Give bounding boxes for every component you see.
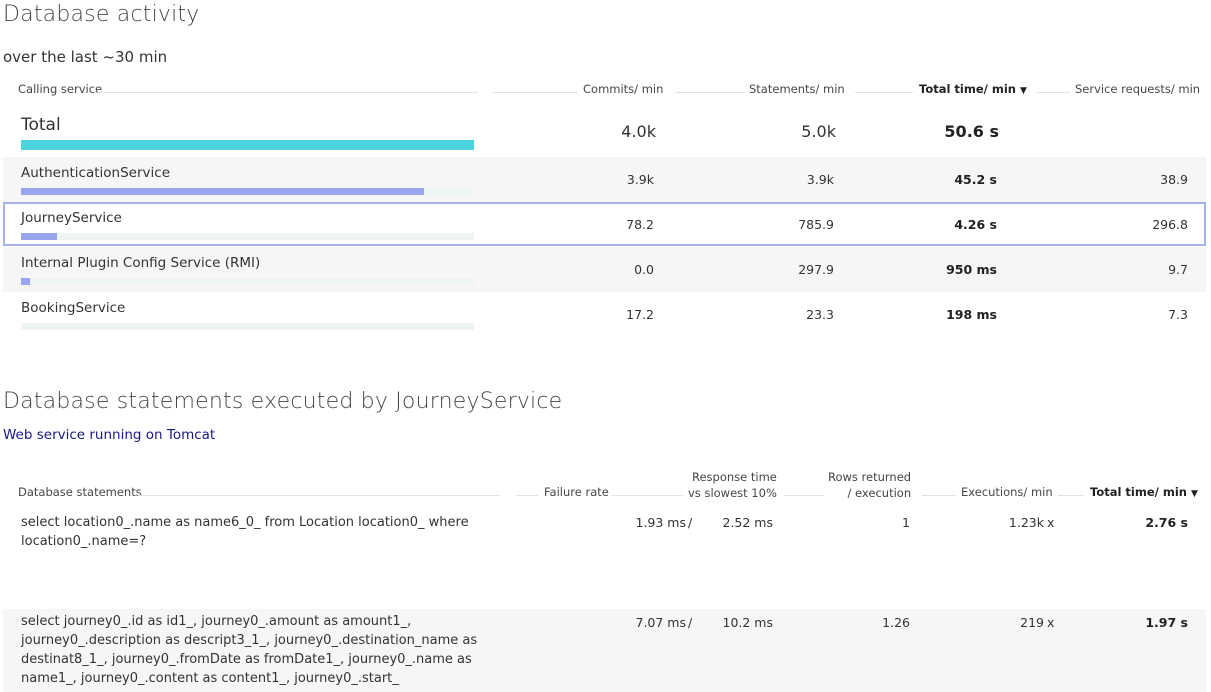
slowest-response-value: 10.2 ms <box>722 615 774 630</box>
total-time-value: 198 ms <box>946 307 997 322</box>
service-row-plugin-config[interactable]: Internal Plugin Config Service (RMI) 0.0… <box>3 247 1206 292</box>
header-failure-rate[interactable]: Failure rate <box>544 485 609 499</box>
service-name[interactable]: BookingService <box>21 300 126 316</box>
executions-value: 219 <box>1020 615 1044 630</box>
total-bar <box>21 140 474 150</box>
service-bar <box>21 188 474 195</box>
requests-value: 296.8 <box>1152 217 1188 232</box>
executions-value: 1.23k <box>1008 515 1044 530</box>
response-time-value: 1.93 ms <box>635 515 687 530</box>
service-bar <box>21 233 474 240</box>
header-commits[interactable]: Commits/ min <box>583 82 664 96</box>
statements-value: 3.9k <box>806 172 834 187</box>
statement-total-time-value: 1.97 s <box>1145 615 1188 630</box>
service-name[interactable]: Internal Plugin Config Service (RMI) <box>21 255 261 271</box>
header-service-requests[interactable]: Service requests/ min <box>1075 82 1201 96</box>
header-db-statements[interactable]: Database statements <box>18 485 142 499</box>
service-name[interactable]: JourneyService <box>21 210 122 226</box>
requests-value: 9.7 <box>1168 262 1188 277</box>
header-total-time-label: Total time/ min <box>919 82 1016 96</box>
executions-unit: x <box>1047 515 1055 530</box>
response-separator: / <box>688 515 693 530</box>
total-statements: 5.0k <box>801 122 836 141</box>
statements-value: 785.9 <box>798 217 834 232</box>
header-executions[interactable]: Executions/ min <box>961 485 1053 499</box>
service-row-booking[interactable]: BookingService 17.2 23.3 198 ms 7.3 <box>3 292 1206 337</box>
header-rows-line1: Rows returned <box>828 470 912 484</box>
total-bar-fill <box>21 140 474 150</box>
commits-value: 0.0 <box>634 262 654 277</box>
header-response-line2: vs slowest 10% <box>688 486 777 500</box>
db-activity-subtitle: over the last ~30 min <box>3 48 168 66</box>
header-rows-returned[interactable]: Rows returned / execution <box>828 469 911 501</box>
sort-desc-icon: ▼ <box>1019 86 1027 96</box>
db-statements-title: Database statements executed by JourneyS… <box>3 389 563 414</box>
header-response-time[interactable]: Response time vs slowest 10% <box>688 469 777 501</box>
service-bar <box>21 278 474 285</box>
service-row-authentication[interactable]: AuthenticationService 3.9k 3.9k 45.2 s 3… <box>3 157 1206 202</box>
statements-value: 23.3 <box>806 307 834 322</box>
response-time-value: 7.07 ms <box>635 615 687 630</box>
header-response-line1: Response time <box>692 470 777 484</box>
total-time-value: 950 ms <box>946 262 997 277</box>
total-time-value: 4.26 s <box>954 217 997 232</box>
header-total-time[interactable]: Total time/ min ▼ <box>919 82 1027 96</box>
total-time: 50.6 s <box>944 122 999 141</box>
db-activity-title: Database activity <box>3 2 200 27</box>
header-calling-service[interactable]: Calling service <box>18 82 103 96</box>
rows-returned-value: 1 <box>902 515 910 530</box>
statement-query[interactable]: select journey0_.id as id1_, journey0_.a… <box>21 614 478 686</box>
service-bar-fill <box>21 233 58 240</box>
header-statement-total-time[interactable]: Total time/ min ▼ <box>1090 485 1198 499</box>
slowest-response-value: 2.52 ms <box>722 515 774 530</box>
response-separator: / <box>688 615 693 630</box>
service-name[interactable]: AuthenticationService <box>21 165 170 181</box>
statement-row[interactable]: select location0_.name as name6_0_ from … <box>3 506 1206 608</box>
statement-query[interactable]: select location0_.name as name6_0_ from … <box>21 515 469 549</box>
service-row-journey[interactable]: JourneyService 78.2 785.9 4.26 s 296.8 <box>3 202 1206 246</box>
service-bar-fill <box>21 278 31 285</box>
service-bar-fill <box>21 188 425 195</box>
total-commits: 4.0k <box>621 122 656 141</box>
tomcat-service-link[interactable]: Web service running on Tomcat <box>3 427 216 443</box>
total-row: Total 4.0k 5.0k 50.6 s <box>3 108 1206 156</box>
rows-returned-value: 1.26 <box>882 615 910 630</box>
header-statement-total-time-label: Total time/ min <box>1090 485 1187 499</box>
header-rows-line2: / execution <box>847 486 912 500</box>
sort-desc-icon: ▼ <box>1190 489 1198 499</box>
statement-row[interactable]: select journey0_.id as id1_, journey0_.a… <box>3 609 1206 692</box>
executions-unit: x <box>1047 615 1055 630</box>
service-bar <box>21 323 474 330</box>
requests-value: 38.9 <box>1160 172 1188 187</box>
header-statements[interactable]: Statements/ min <box>749 82 845 96</box>
commits-value: 78.2 <box>626 217 654 232</box>
statement-total-time-value: 2.76 s <box>1145 515 1188 530</box>
total-label: Total <box>21 115 61 135</box>
commits-value: 3.9k <box>626 172 654 187</box>
requests-value: 7.3 <box>1168 307 1188 322</box>
total-time-value: 45.2 s <box>954 172 997 187</box>
statements-value: 297.9 <box>798 262 834 277</box>
commits-value: 17.2 <box>626 307 654 322</box>
